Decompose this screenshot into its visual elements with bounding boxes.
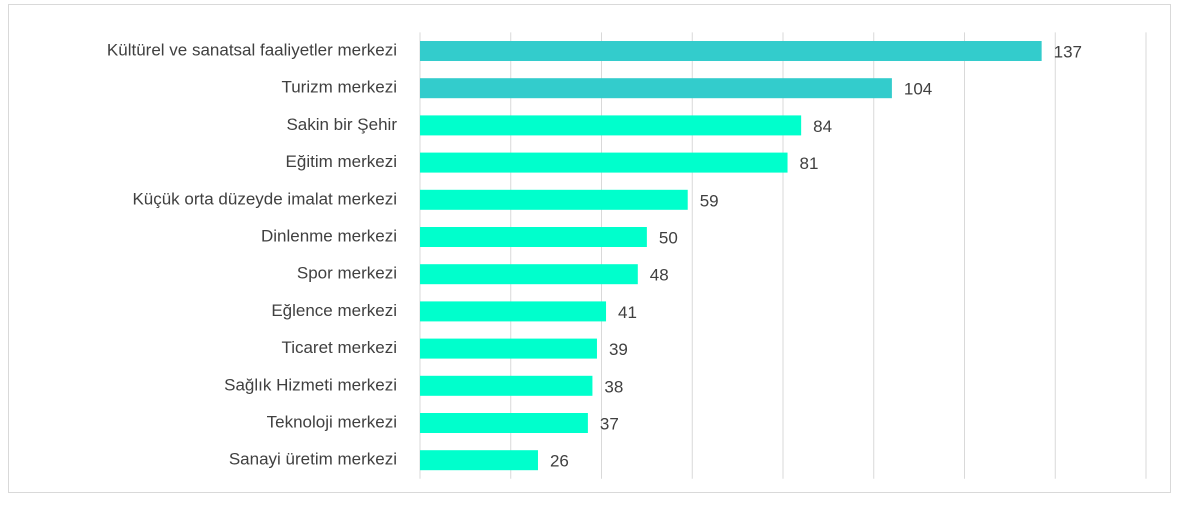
y-tick-label: Spor merkezi bbox=[297, 264, 397, 283]
bar bbox=[420, 152, 788, 173]
y-tick-label: Sanayi üretim merkezi bbox=[229, 450, 397, 469]
bar bbox=[420, 227, 647, 247]
y-tick-label: Dinlenme merkezi bbox=[261, 226, 397, 245]
value-label: 50 bbox=[659, 228, 678, 247]
bar bbox=[420, 78, 892, 99]
y-tick-label: Kültürel ve sanatsal faaliyetler merkezi bbox=[107, 40, 397, 59]
value-label: 41 bbox=[618, 303, 637, 322]
value-label: 26 bbox=[550, 452, 569, 471]
value-label: 39 bbox=[609, 340, 628, 359]
bar bbox=[420, 450, 538, 471]
value-label: 37 bbox=[600, 414, 619, 433]
bar bbox=[420, 338, 597, 359]
y-tick-label: Eğlence merkezi bbox=[271, 301, 397, 320]
value-label: 137 bbox=[1054, 42, 1082, 61]
y-tick-label: Ticaret merkezi bbox=[281, 338, 397, 357]
bar bbox=[420, 375, 593, 396]
value-label: 84 bbox=[813, 117, 832, 136]
value-label: 38 bbox=[604, 377, 623, 396]
bar bbox=[420, 189, 688, 210]
value-label: 48 bbox=[650, 266, 669, 285]
bar bbox=[420, 115, 802, 136]
bar bbox=[420, 301, 607, 322]
y-tick-label: Sağlık Hizmeti merkezi bbox=[224, 375, 397, 394]
bar bbox=[420, 413, 588, 433]
y-tick-label: Eğitim merkezi bbox=[286, 152, 397, 171]
y-tick-label: Turizm merkezi bbox=[281, 78, 397, 97]
bar bbox=[420, 264, 638, 285]
y-tick-label: Teknoloji merkezi bbox=[267, 412, 397, 431]
value-label: 59 bbox=[700, 191, 719, 210]
chart-frame bbox=[8, 4, 1171, 493]
y-tick-label: Sakin bir Şehir bbox=[286, 115, 397, 134]
value-label: 104 bbox=[904, 80, 932, 99]
bar bbox=[420, 41, 1042, 61]
value-label: 81 bbox=[800, 154, 819, 173]
y-tick-label: Küçük orta düzeyde imalat merkezi bbox=[132, 189, 397, 208]
